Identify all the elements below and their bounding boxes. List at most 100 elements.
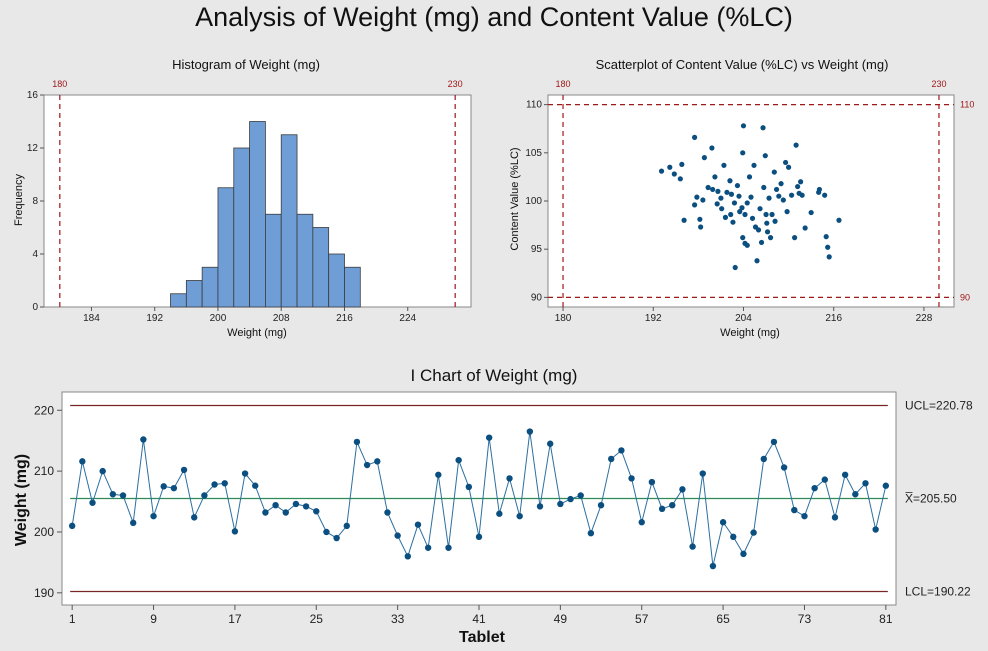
scatter-point [826,254,832,260]
scatter-point [709,145,715,151]
histogram-x-tick-label: 192 [146,313,163,324]
ichart-point [791,506,798,514]
scatter-x-tick-label: 180 [555,313,572,324]
ichart-point [669,501,676,509]
ichart-point [618,447,625,454]
ichart-point [435,471,442,478]
ichart-point [770,438,778,446]
ichart-y-tick-label: 200 [34,525,54,539]
scatter-point [744,200,750,206]
ichart-point [455,456,462,464]
ichart-point [750,529,757,536]
histogram-bar [328,253,345,308]
ichart-point [211,481,218,488]
histogram-y-tick-label: 0 [32,302,38,313]
ichart-point [597,501,605,509]
ichart-x-tick-label: 49 [554,612,568,626]
ichart-point [475,533,483,541]
ichart-point [262,509,269,516]
scatter-point [771,169,777,175]
histogram-x-tick-label: 184 [83,313,100,324]
scatter-reference-label-x: 230 [931,79,946,89]
ichart-x-tick-label: 33 [391,612,405,626]
scatter-y-tick-label: 110 [526,100,542,111]
scatter-point [766,195,772,201]
ichart-point [191,514,198,521]
histogram-xlabel: Weight (mg) [227,327,287,339]
ichart-point [272,501,279,509]
scatter-point [746,174,753,180]
ichart-point [577,492,584,499]
scatter-point [767,235,774,241]
ichart-xlabel: Tablet [459,629,506,646]
scatter-point [789,192,795,198]
ichart-y-tick-label: 220 [34,403,54,417]
scatter-point [780,197,786,203]
ichart-point [129,519,137,527]
scatter-point [730,219,736,225]
ichart-point [424,544,432,551]
scatter-point [744,242,750,248]
histogram-bar [170,293,187,308]
histogram-x-tick-label: 224 [399,313,416,324]
scatter-point [785,164,792,170]
scatter-point [795,183,801,190]
scatter-y-tick-label: 90 [531,292,543,303]
scatter-point [798,179,804,185]
scatter-point [736,193,742,199]
scatter-point [681,217,687,223]
ichart-y-tick-label: 190 [34,586,54,600]
histogram-y-tick-label: 16 [27,90,39,101]
ichart-point [89,499,96,506]
ichart-point [79,458,86,465]
scatter-point [757,206,763,212]
scatter-point [677,176,683,182]
ichart-x-tick-label: 9 [150,612,157,626]
histogram-y-tick-label: 4 [32,249,38,260]
ichart-point [109,491,117,498]
histogram-bar [265,213,282,308]
scatter-point [754,258,760,264]
ichart-point [872,526,879,533]
histogram-x-tick-label: 216 [336,313,353,324]
histogram-y-tick-label: 12 [27,143,39,154]
ichart-point [536,503,544,510]
scatter-point [816,189,822,195]
ichart-point [801,512,808,520]
ichart-panel: I Chart of Weight (mg) Tablet Weight (mg… [13,366,973,646]
scatter-point [802,225,808,231]
scatter-point [710,186,716,193]
ichart-point [160,483,167,490]
scatter-point [718,195,724,201]
ichart-x-tick-label: 41 [472,612,486,626]
scatter-x-tick-label: 204 [735,313,752,324]
ichart-point [821,476,829,483]
ichart-point [343,522,350,530]
scatter-point [772,218,778,224]
scatter-point [773,186,780,193]
scatter-point [808,209,814,216]
ichart-point [526,428,534,435]
ichart-series [68,428,890,570]
scatter-point [667,164,673,170]
ichart-x-tick-label: 17 [228,612,242,626]
ichart-center-label: X̅=205.50 [905,492,957,506]
ichart-point [506,475,513,482]
scatter-point [692,134,698,140]
ichart-point [658,505,666,513]
ichart-y-tick-label: 210 [34,464,54,478]
scatter-point [714,201,720,207]
ichart-point [302,503,310,510]
ichart-point [831,514,839,521]
scatter-point [658,168,665,174]
histogram-bars [170,121,361,308]
scatter-point [705,184,711,191]
ichart-point [221,480,228,487]
ichart-point [180,466,188,474]
ichart-axes: 1 9 17 25 33 41 49 57 65 73 81 190 200 210 220 UCL=220.… [34,399,973,626]
scatter-point [739,205,745,211]
scatter-point [749,215,756,221]
scatter-point [825,244,831,250]
ichart-point [719,519,727,526]
